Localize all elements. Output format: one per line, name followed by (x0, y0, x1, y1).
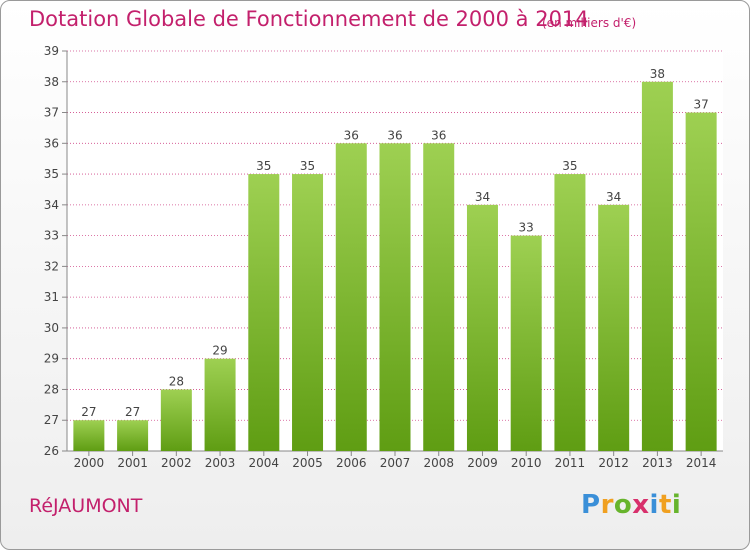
x-tick-label: 2012 (598, 456, 629, 470)
data-label: 37 (693, 98, 708, 112)
y-tick-label: 37 (44, 106, 59, 120)
data-label: 36 (431, 128, 446, 142)
data-label: 38 (650, 67, 665, 81)
data-label: 29 (212, 344, 227, 358)
x-tick-label: 2011 (555, 456, 586, 470)
data-label: 34 (475, 190, 490, 204)
x-tick-label: 2014 (686, 456, 717, 470)
commune-name: RéJAUMONT (29, 495, 143, 517)
bar (248, 174, 280, 452)
x-tick-label: 2013 (642, 456, 673, 470)
y-tick-label: 30 (44, 321, 59, 335)
data-label: 28 (169, 374, 184, 388)
bar (335, 143, 367, 452)
y-tick-label: 31 (44, 290, 59, 304)
data-label: 35 (300, 159, 315, 173)
data-label: 35 (256, 159, 271, 173)
logo-letter: P (581, 490, 601, 520)
y-tick-label: 29 (44, 352, 59, 366)
data-label: 36 (387, 128, 402, 142)
y-tick-label: 36 (44, 136, 59, 150)
chart-subtitle: (en milliers d'€) (542, 16, 637, 30)
y-tick-label: 26 (44, 444, 59, 458)
data-label: 27 (125, 405, 140, 419)
logo-letter: i (649, 490, 659, 520)
bar (423, 143, 455, 452)
bar (117, 420, 149, 451)
y-tick-label: 38 (44, 75, 59, 89)
x-tick-label: 2005 (292, 456, 323, 470)
x-tick-label: 2010 (511, 456, 542, 470)
bar (641, 81, 673, 452)
y-tick-label: 28 (44, 382, 59, 396)
x-tick-label: 2001 (117, 456, 148, 470)
y-tick-label: 33 (44, 229, 59, 243)
chart-title: Dotation Globale de Fonctionnement de 20… (29, 7, 589, 31)
bar (466, 204, 498, 451)
bar (554, 174, 586, 452)
bar (160, 389, 192, 451)
bar (204, 358, 236, 451)
y-tick-label: 34 (44, 198, 59, 212)
y-tick-label: 35 (44, 167, 59, 181)
logo-letter: t (658, 490, 672, 520)
logo-letter: i (671, 490, 682, 520)
data-label: 34 (606, 190, 621, 204)
bar (510, 235, 542, 451)
data-label: 36 (344, 128, 359, 142)
data-label: 35 (562, 159, 577, 173)
logo-letter: r (600, 490, 614, 520)
x-tick-label: 2003 (205, 456, 236, 470)
y-tick-label: 27 (44, 413, 59, 427)
bar (685, 112, 717, 452)
bar (292, 174, 324, 452)
logo-letter: x (632, 490, 650, 520)
x-tick-label: 2009 (467, 456, 498, 470)
x-tick-label: 2007 (380, 456, 411, 470)
bar (598, 204, 630, 451)
bar (379, 143, 411, 452)
x-tick-label: 2004 (249, 456, 280, 470)
proxiti-logo: Proxiti (581, 490, 681, 520)
data-label: 27 (81, 405, 96, 419)
x-tick-label: 2002 (161, 456, 192, 470)
y-tick-label: 39 (44, 44, 59, 58)
x-tick-label: 2000 (74, 456, 105, 470)
x-tick-label: 2008 (423, 456, 454, 470)
logo-letter: o (613, 490, 633, 520)
data-label: 33 (519, 221, 534, 235)
y-tick-label: 32 (44, 259, 59, 273)
x-tick-label: 2006 (336, 456, 367, 470)
bar (73, 420, 105, 451)
